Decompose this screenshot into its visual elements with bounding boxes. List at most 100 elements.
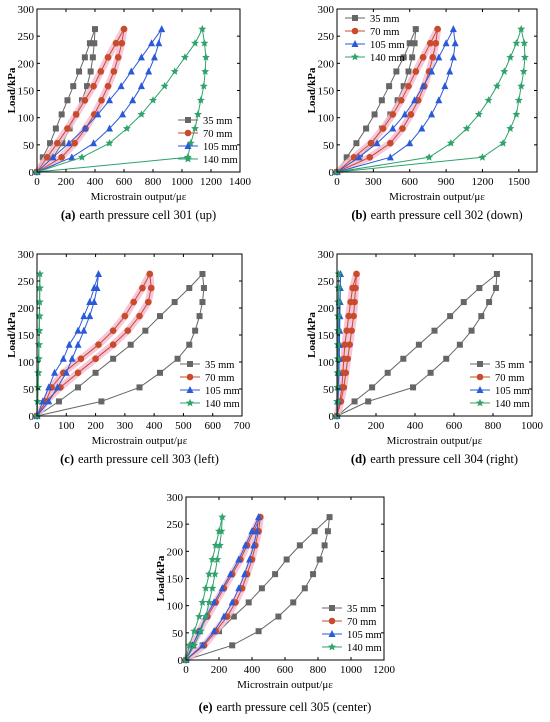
data-point — [296, 542, 303, 549]
data-point — [109, 327, 117, 334]
data-point — [378, 97, 385, 104]
data-point — [211, 541, 220, 549]
data-point — [415, 341, 422, 348]
data-point — [434, 25, 441, 33]
data-point — [272, 571, 279, 578]
data-point — [139, 284, 146, 292]
data-point — [200, 39, 209, 47]
data-point — [227, 570, 235, 578]
data-point — [246, 555, 254, 563]
data-point — [500, 67, 509, 75]
x-tick-label: 300 — [365, 176, 382, 188]
data-point — [218, 584, 226, 592]
x-axis-label: Microstrain output/με — [389, 191, 485, 203]
data-point — [321, 542, 328, 549]
panel-4: 0 200 400 600 800 1000 0 50 100 150 200 250 300 Micro… — [306, 249, 544, 466]
x-tick-label: 0 — [34, 176, 40, 188]
data-point — [410, 384, 417, 391]
caption-letter: (c) — [60, 452, 74, 466]
data-point — [150, 53, 158, 61]
data-point — [493, 81, 501, 90]
data-point — [180, 53, 189, 61]
data-point — [196, 96, 205, 104]
data-point — [68, 354, 76, 362]
data-point — [347, 298, 354, 306]
data-point — [65, 340, 73, 348]
data-point — [80, 312, 88, 320]
data-point — [324, 528, 331, 535]
data-point — [355, 153, 363, 161]
y-tick-label: 50 — [23, 140, 35, 152]
legend-marker — [329, 605, 335, 611]
data-point — [431, 327, 438, 334]
data-point — [43, 154, 51, 161]
x-tick-label: 200 — [368, 420, 385, 432]
data-point — [190, 641, 199, 649]
data-point — [86, 298, 94, 306]
data-point — [427, 369, 434, 376]
data-point — [333, 326, 342, 335]
data-point — [92, 26, 98, 33]
data-point — [486, 299, 493, 306]
x-tick-label: 1000 — [340, 664, 363, 676]
data-point — [191, 124, 200, 132]
data-point — [326, 514, 333, 521]
legend-item: 140 mm — [345, 52, 405, 64]
caption-text: earth pressure cell 303 (left) — [78, 452, 219, 466]
data-point — [98, 96, 105, 104]
x-tick-label: 1400 — [229, 176, 252, 188]
data-point — [301, 585, 308, 592]
data-point — [407, 111, 415, 118]
data-point — [253, 527, 261, 535]
y-tick-label: 0 — [329, 167, 335, 179]
data-point — [196, 627, 205, 635]
data-point — [199, 270, 206, 277]
legend-marker — [476, 386, 484, 393]
data-point — [104, 82, 112, 90]
x-tick-label: 400 — [87, 176, 104, 188]
data-point — [92, 369, 99, 376]
data-point — [129, 96, 137, 104]
data-point — [104, 54, 112, 61]
data-point — [201, 612, 210, 620]
legend-label: 70 mm — [495, 373, 524, 384]
data-point — [349, 284, 356, 292]
data-point — [371, 111, 378, 118]
panel-3: 0 100 200 300 400 500 600 700 0 50 100 150 200 250 300… — [6, 249, 251, 466]
data-point — [210, 569, 219, 578]
data-point — [160, 81, 169, 90]
y-tick-label: 300 — [167, 492, 184, 504]
legend-item: 140 mm — [178, 154, 238, 166]
data-point — [109, 341, 117, 349]
legend-item: 105 mm — [180, 386, 240, 397]
legend: 35 mm 70 mm 105 mm 140 mm — [345, 14, 405, 64]
data-point — [443, 355, 450, 362]
data-point — [451, 39, 459, 47]
x-tick-label: 0 — [34, 420, 40, 432]
data-point — [435, 53, 443, 61]
data-point — [478, 313, 485, 320]
data-point — [170, 67, 179, 75]
legend-item: 35 mm — [178, 116, 232, 127]
data-point — [77, 355, 85, 363]
data-point — [245, 599, 252, 606]
data-point — [127, 67, 135, 75]
data-point — [110, 68, 118, 75]
data-point — [199, 81, 208, 90]
data-point — [146, 270, 154, 278]
data-point — [462, 124, 471, 132]
caption-letter: (d) — [351, 452, 366, 466]
data-point — [343, 154, 350, 161]
data-point — [199, 299, 206, 306]
x-tick-label: 100 — [58, 420, 75, 432]
caption-text: earth pressure cell 301 (up) — [79, 208, 216, 222]
x-axis-label: Microstrain output/με — [92, 435, 188, 447]
x-tick-label: 1500 — [508, 176, 531, 188]
legend-marker — [184, 142, 192, 149]
data-point — [386, 83, 393, 90]
data-point — [218, 512, 227, 521]
data-point — [112, 39, 120, 47]
data-point — [191, 39, 200, 47]
x-tick-label: 400 — [407, 420, 424, 432]
data-point — [217, 527, 226, 535]
